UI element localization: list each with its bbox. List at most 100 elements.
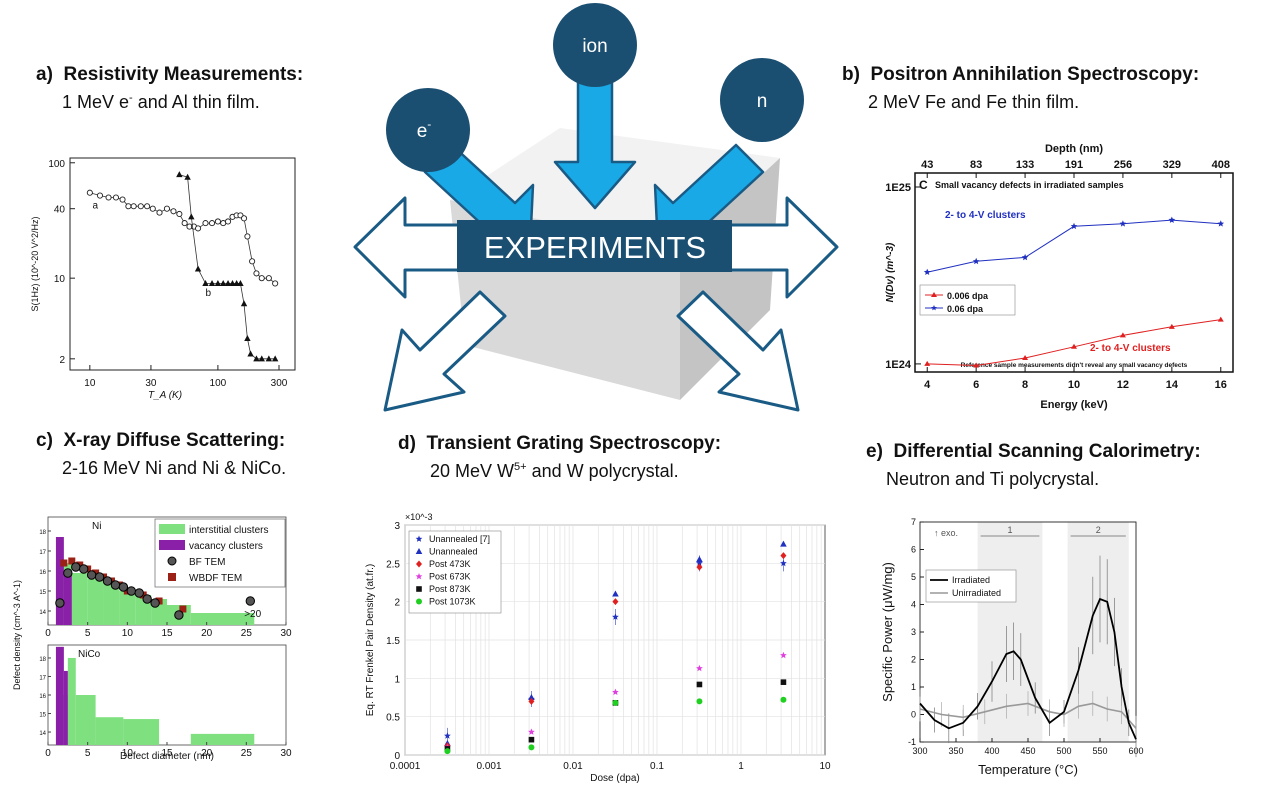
chart-c-xtick-label: 25 [241, 748, 253, 759]
chart-d-ytick-label: 3 [394, 521, 400, 532]
chart-a-series-a-point [163, 205, 170, 212]
chart-c-xtick-label: 10 [122, 748, 134, 759]
chart-a-series-a-point [249, 258, 256, 265]
chart-c-interstitial-bar [67, 657, 76, 745]
chart-d-point [612, 590, 619, 597]
chart-c-bf-point [174, 610, 184, 620]
chart-a-ytick-label: 40 [54, 205, 66, 216]
chart-d-point [612, 613, 619, 620]
chart-a-series-b-point [247, 350, 254, 357]
chart-c-vacancy-bar [55, 537, 64, 625]
chart-c-bf-point [94, 572, 105, 582]
chart-d-legend-label: Post 673K [429, 572, 471, 582]
chart-e-xtick-label: 400 [984, 746, 999, 756]
chart-d-ytick-label: 1.5 [386, 636, 400, 647]
chart-b-ytick-label: 1E24 [885, 359, 912, 371]
chart-a-xlabel: T_A (K) [148, 390, 182, 401]
chart-c-bf-point [118, 582, 129, 592]
chart-c-vacancy-bar [55, 646, 64, 745]
chart-c-xtick-label: 20 [201, 628, 213, 639]
section-c-heading: c) X-ray Diffuse Scattering: [36, 430, 285, 452]
chart-d-point [780, 540, 787, 547]
chart-a-series-b-point [258, 355, 265, 362]
chart-c-bf-point [55, 598, 65, 608]
chart-c-interstitial-bar [119, 591, 136, 625]
chart-e-region-1 [977, 522, 1043, 742]
chart-e-ytick-label: 7 [911, 517, 916, 527]
chart-c-panel-name: NiCo [78, 649, 101, 660]
chart-c-legend-wbdf-label: WBDF TEM [189, 573, 242, 584]
section-c-title: X-ray Diffuse Scattering: [63, 430, 286, 451]
chart-a-series-b-point [188, 213, 195, 220]
chart-c-legend-vacancy-mark [159, 540, 185, 550]
chart-c-ytick-label: 14 [39, 610, 46, 616]
chart-c-xtick-label: 30 [280, 748, 292, 759]
chart-a-series-a-point [137, 203, 144, 210]
chart-d-point [528, 728, 535, 735]
chart-d-point [696, 681, 703, 688]
chart-b-series-red-point [1119, 332, 1126, 338]
chart-e-dsc: 300 350 400 450 500 550 600-101234567Temperatu… [880, 517, 1144, 777]
chart-b-xtick-label: 10 [1068, 379, 1080, 391]
section-e-letter: e) [866, 441, 883, 462]
chart-e-region-label: 1 [1007, 525, 1012, 535]
chart-e-ytick-label: 6 [911, 545, 916, 555]
chart-b-series-blue-line [927, 219, 1221, 273]
chart-c-ytick-label: 18 [39, 530, 46, 536]
chart-d-ytick-label: 2.5 [386, 559, 400, 570]
chart-e-xtick-label: 550 [1092, 746, 1107, 756]
chart-d-legend-mark [416, 586, 422, 592]
section-b-subtitle: 2 MeV Fe and Fe thin film. [868, 92, 1080, 112]
chart-d-legend-mark [416, 560, 422, 568]
chart-a-series-a-point [195, 225, 202, 232]
chart-b-series-red-line [927, 319, 1221, 367]
chart-c-interstitial-bar [87, 579, 104, 625]
chart-c-xlabel: Defect diameter (nm) [120, 751, 214, 762]
chart-e-ytick-label: -1 [908, 737, 916, 747]
section-c-letter: c) [36, 430, 53, 451]
chart-d-ytick-label: 0.5 [386, 713, 400, 724]
chart-d-point [444, 732, 451, 739]
chart-b-series-blue-point [972, 257, 980, 265]
chart-e-ylabel: Specific Power (μW/mg) [880, 562, 895, 702]
chart-c-bf-point [86, 570, 97, 580]
chart-d-xtick-label: 0.01 [563, 761, 583, 772]
chart-a-frame [69, 157, 296, 371]
chart-d-point [528, 694, 535, 700]
chart-d-point [696, 698, 703, 705]
chart-c-interstitial-bar [190, 733, 255, 745]
chart-c-xtick-label: 0 [45, 628, 51, 639]
experiments-illustration: e- ion n EXPERIMENTS [353, 3, 839, 412]
chart-b-legend-red-label: 0.006 dpa [947, 291, 989, 301]
chart-b-series-blue-point [1168, 216, 1176, 223]
chart-a-resistivity: 10 30 100 300 100 40 10 2 T_A (K) S(1Hz) (10^-20 … [30, 157, 296, 401]
chart-c-bf-point [63, 568, 73, 578]
chart-c-xtick-label: 5 [85, 748, 91, 759]
chart-d-point [780, 559, 787, 567]
chart-d-multiplier: ×10^-3 [405, 512, 433, 522]
chart-b-frame [914, 172, 1234, 373]
chart-a-series-b-point [208, 279, 216, 286]
chart-a-series-b-line [179, 174, 276, 360]
chart-b-series-red-point [924, 360, 931, 366]
chart-d-point [696, 664, 703, 672]
chart-b-footnote: Reference sample measurements didn't rev… [961, 362, 1188, 369]
chart-a-series-b-point [271, 355, 279, 362]
chart-e-region-label: 2 [1096, 525, 1101, 535]
chart-c-xtick-label: 20 [201, 748, 213, 759]
chart-c-interstitial-bar [75, 695, 96, 745]
chart-c-vacancy-bar [63, 670, 68, 745]
chart-e-region-2 [1067, 522, 1129, 742]
chart-a-series-b-point [194, 265, 202, 272]
chart-d-legend-mark [415, 573, 423, 580]
chart-e-unirradiated-line [919, 702, 1137, 729]
chart-c-xtick-label: 15 [161, 628, 173, 639]
chart-d-point [780, 679, 787, 685]
chart-b-series-blue-point [1070, 222, 1078, 230]
chart-e-annotation: ↑ exo. [934, 528, 958, 538]
chart-a-series-a-point [156, 209, 163, 216]
chart-d-point [612, 598, 619, 606]
chart-a-series-a-point [119, 196, 126, 203]
neutron-circle [720, 58, 804, 142]
chart-c-xray: 18 17 16 15 14 0 5 10 15 20 25 30 Ni 18 17 16 15 14 0 5 10 15… [12, 516, 292, 762]
